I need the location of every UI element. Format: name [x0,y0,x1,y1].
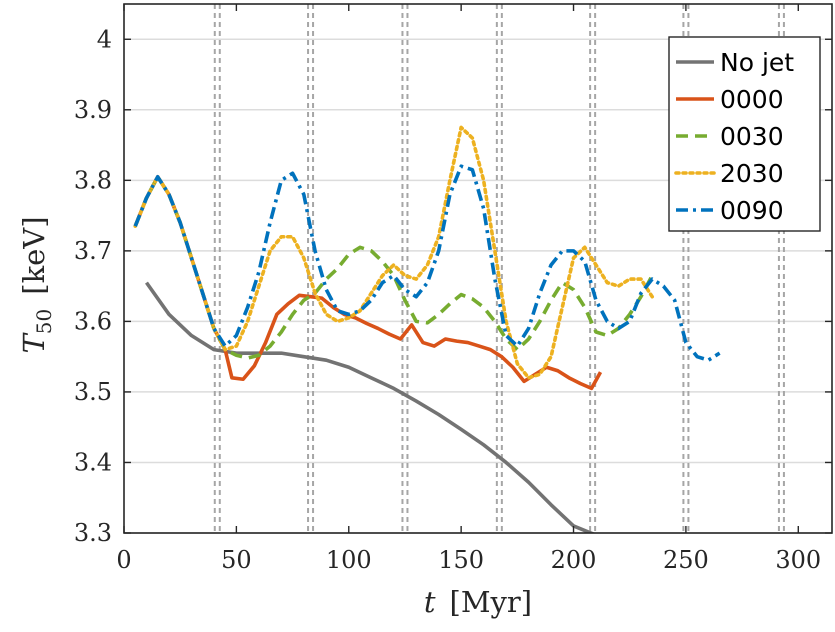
x-tick-label: 50 [221,546,252,574]
x-tick-label: 100 [326,546,372,574]
x-tick-label: 0 [116,546,131,574]
x-tick-labels: 0 50 100 150 200 250 300 [116,546,821,574]
x-tick-label: 300 [775,546,821,574]
legend-label: 2030 [720,159,784,188]
y-tick-label: 3.4 [74,448,112,476]
axis-ticks [123,4,832,534]
x-tick-label: 200 [551,546,597,574]
plot-frame [123,3,833,534]
legend-box [668,36,821,232]
y-axis-label: T50 [keV] [17,216,56,353]
vertical-dashed-line [589,4,597,533]
legend-item: 2030 [674,159,784,188]
series-line-no-jet [145,281,596,533]
y-tick-labels: 3.3 3.4 3.5 3.6 3.7 3.8 3.9 4 [74,25,112,547]
legend-item: 0000 [676,85,784,114]
legend-items: No jet 0000 0030 2030 0090 [674,48,794,225]
series-line-0090 [133,164,721,362]
vertical-dashed-line [401,4,409,533]
legend-label: 0090 [720,196,784,225]
legend-item: 0030 [676,122,784,151]
vertical-dashed-line [682,4,690,533]
y-tick-label: 3.7 [74,237,112,265]
y-axis-var: T [17,332,51,354]
y-tick-label: 3.6 [74,307,112,335]
legend-label: 0000 [720,85,784,114]
series-lines [133,125,721,533]
vertical-dashed-line [213,4,221,533]
legend-label: 0030 [720,122,784,151]
x-axis-label: t [Myr] [424,585,532,619]
legend-item: No jet [676,48,794,77]
x-axis-unit: [Myr] [450,585,533,619]
legend-label: No jet [720,48,794,77]
y-tick-label: 3.3 [74,519,112,547]
y-tick-label: 4 [97,25,112,53]
vertical-dashed-line [307,4,315,533]
y-tick-label: 3.5 [74,378,112,406]
y-tick-label: 3.9 [74,96,112,124]
y-axis-subscript: 50 [32,309,56,334]
vertical-dashed-line [777,4,785,533]
x-tick-label: 250 [663,546,709,574]
y-axis-unit: [keV] [17,216,51,294]
x-axis-var: t [424,585,436,619]
y-tick-label: 3.8 [74,166,112,194]
legend-item: 0090 [676,196,784,225]
legend: No jet 0000 0030 2030 0090 [668,36,821,232]
x-tick-label: 150 [438,546,484,574]
